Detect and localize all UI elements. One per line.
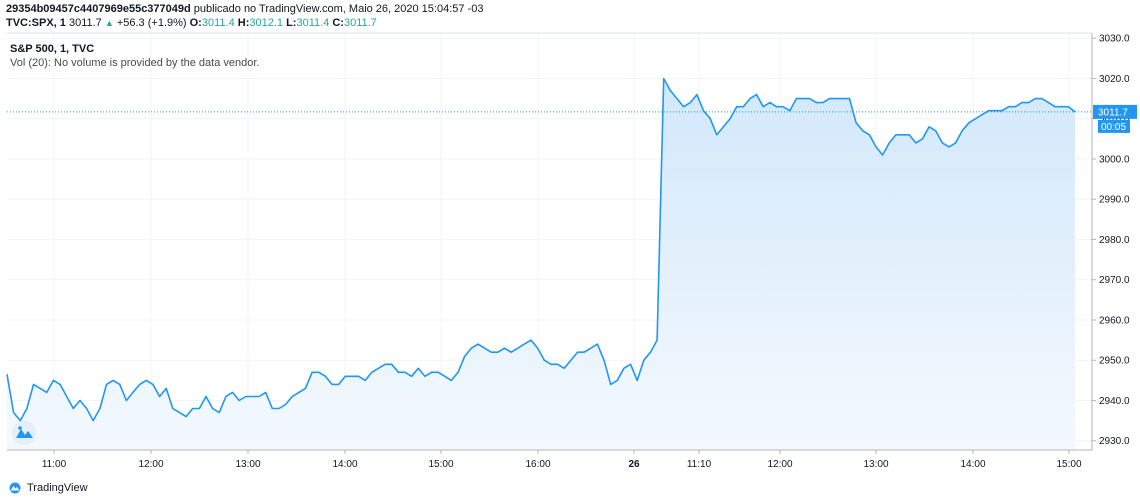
y-tick-label: 3030.0: [1099, 34, 1130, 45]
open-label: O:: [189, 17, 202, 29]
y-tick-label: 3000.0: [1099, 154, 1130, 165]
high-label: H:: [237, 17, 250, 29]
brand-name: TradingView: [27, 482, 88, 494]
x-tick-label: 15:00: [1056, 459, 1081, 470]
price-line: [6, 77, 1076, 422]
high-value: 3012.1: [249, 17, 284, 29]
pane-title: S&P 500, 1, TVC: [10, 43, 95, 55]
y-tick-label: 3010.0: [1099, 114, 1130, 125]
x-tick-label: 26: [628, 459, 640, 470]
last-price-tag-value: 3011.7: [1098, 107, 1128, 118]
x-tick-label: 12:00: [138, 459, 163, 470]
x-tick-label: 13:00: [235, 459, 260, 470]
price-area-fill: [7, 78, 1075, 450]
close-value: 3011.7: [343, 17, 377, 29]
countdown-value: 00:05: [1101, 122, 1126, 133]
x-tick-label: 14:00: [960, 459, 985, 470]
x-tick-label: 16:00: [525, 459, 550, 470]
low-label: L:: [286, 17, 297, 29]
price-change: +56.3 (+1.9%): [116, 17, 187, 29]
last-price: 3011.7: [68, 17, 102, 29]
publication-info: publicado no TradingView.com, Maio 26, 2…: [190, 3, 484, 15]
pane-border: [7, 32, 1093, 451]
x-tick-label: 15:00: [428, 459, 453, 470]
y-tick-label: 2990.0: [1099, 195, 1130, 206]
x-tick-label: 11:10: [687, 459, 712, 470]
symbol-label: TVC:SPX, 1: [6, 17, 66, 29]
time-axis[interactable]: 11:00 12:00 13:00 14:00 15:00 16:00 26 11:10 12:…: [42, 450, 1082, 470]
y-tick-label: 2960.0: [1099, 315, 1130, 326]
x-tick-label: 12:00: [767, 459, 792, 470]
open-value: 3011.4: [201, 17, 235, 29]
y-tick-label: 2940.0: [1099, 396, 1130, 407]
y-tick-label: 2950.0: [1099, 356, 1130, 367]
y-tick-label: 2930.0: [1099, 436, 1130, 447]
up-arrow-icon: ▲: [104, 18, 114, 28]
brand[interactable]: TradingView: [7, 482, 88, 494]
tradingview-logo-icon: [9, 482, 21, 494]
last-price-tag: 3011.7 00:05: [1093, 104, 1137, 133]
y-tick-label: 3020.0: [1099, 74, 1130, 85]
low-value: 3011.4: [296, 17, 330, 29]
tradingview-watermark-icon[interactable]: [12, 421, 36, 445]
volume-note: Vol (20): No volume is provided by the d…: [10, 57, 260, 69]
chart-header-line2: TVC:SPX, 1 3011.7 ▲ +56.3 (+1.9%) O:3011…: [6, 17, 377, 29]
close-label: C:: [332, 17, 344, 29]
price-axis[interactable]: 2930.0 2940.0 2950.0 2960.0 2970.0 2980.0 2990…: [1092, 34, 1130, 448]
y-tick-label: 2970.0: [1099, 275, 1130, 286]
x-tick-label: 11:00: [42, 459, 67, 470]
y-tick-label: 2980.0: [1099, 235, 1130, 246]
chart-header-line1: 29354b09457c4407969e55c377049d publicado…: [6, 3, 483, 15]
x-tick-label: 13:00: [863, 459, 888, 470]
x-tick-label: 14:00: [332, 459, 357, 470]
publication-id: 29354b09457c4407969e55c377049d: [6, 3, 191, 15]
